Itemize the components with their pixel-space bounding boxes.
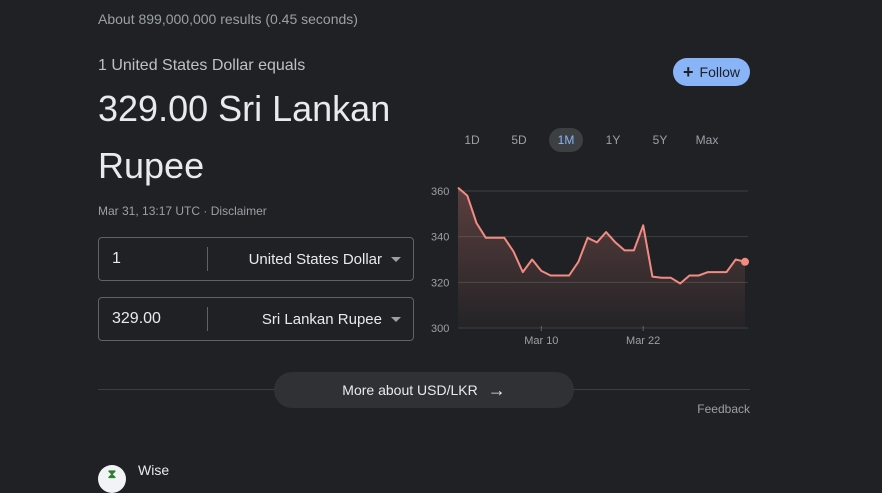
conversion-label: 1 United States Dollar equals xyxy=(98,57,305,75)
to-currency-label: Sri Lankan Rupee xyxy=(262,311,382,328)
conversion-result: 329.00 Sri Lankan Rupee xyxy=(98,80,428,194)
timestamp-line: Mar 31, 13:17 UTC · Disclaimer xyxy=(98,204,267,218)
current-point xyxy=(741,258,749,266)
range-tab-1m[interactable]: 1M xyxy=(549,128,583,152)
x-tick-label: Mar 22 xyxy=(626,335,660,347)
from-currency-label: United States Dollar xyxy=(249,251,382,268)
from-currency-select[interactable]: United States Dollar xyxy=(208,251,413,268)
range-tab-5d[interactable]: 5D xyxy=(502,128,536,152)
more-about-label: More about USD/LKR xyxy=(342,382,477,398)
y-tick-label: 320 xyxy=(431,277,449,289)
from-amount-input[interactable]: 1 xyxy=(99,250,207,268)
follow-button[interactable]: + Follow xyxy=(673,58,750,86)
from-currency-row: 1 United States Dollar xyxy=(98,237,414,281)
results-stats: About 899,000,000 results (0.45 seconds) xyxy=(98,11,358,27)
divider-left xyxy=(98,389,275,390)
y-tick-label: 300 xyxy=(431,323,449,335)
feedback-link[interactable]: Feedback xyxy=(697,402,750,416)
more-about-button[interactable]: More about USD/LKR → xyxy=(274,372,574,408)
timestamp: Mar 31, 13:17 UTC xyxy=(98,204,200,218)
price-chart: 300 320 340 360 Mar 10 Mar 22 xyxy=(425,178,755,350)
plus-icon: + xyxy=(683,63,694,81)
y-tick-label: 360 xyxy=(431,186,449,198)
follow-label: Follow xyxy=(700,64,740,80)
to-amount-input[interactable]: 329.00 xyxy=(99,310,207,328)
disclaimer-link[interactable]: Disclaimer xyxy=(211,204,267,218)
range-tab-max[interactable]: Max xyxy=(690,128,724,152)
wise-logo-icon: ⧗ xyxy=(98,465,126,493)
y-tick-label: 340 xyxy=(431,232,449,244)
source-name[interactable]: Wise xyxy=(138,462,169,478)
range-tab-5y[interactable]: 5Y xyxy=(643,128,677,152)
area-fill xyxy=(458,188,745,328)
to-currency-row: 329.00 Sri Lankan Rupee xyxy=(98,297,414,341)
divider-right xyxy=(573,389,750,390)
chevron-down-icon xyxy=(391,317,401,322)
separator: · xyxy=(203,204,207,218)
chevron-down-icon xyxy=(391,257,401,262)
range-tab-1y[interactable]: 1Y xyxy=(596,128,630,152)
x-tick-label: Mar 10 xyxy=(524,335,558,347)
time-range-tabs: 1D 5D 1M 1Y 5Y Max xyxy=(455,128,737,152)
arrow-right-icon: → xyxy=(488,380,506,401)
to-currency-select[interactable]: Sri Lankan Rupee xyxy=(208,311,413,328)
range-tab-1d[interactable]: 1D xyxy=(455,128,489,152)
